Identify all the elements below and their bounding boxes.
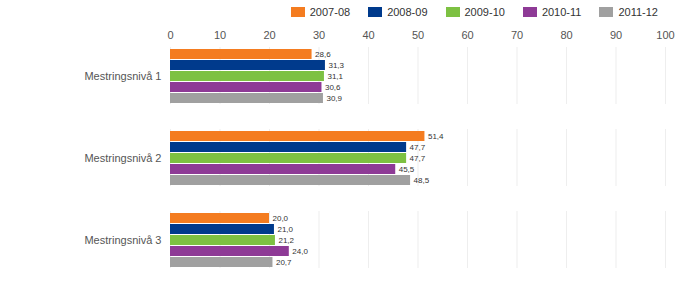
svg-text:90: 90 <box>610 29 622 41</box>
svg-text:Mestringsnivå 3: Mestringsnivå 3 <box>84 234 161 246</box>
svg-text:20,0: 20,0 <box>273 214 289 223</box>
html-text:2007-08: 2007-08 <box>309 6 351 18</box>
svg-text:51,4: 51,4 <box>428 132 444 141</box>
svg-text:45,5: 45,5 <box>399 165 415 174</box>
svg-text:Mestringsnivå 2: Mestringsnivå 2 <box>84 152 161 164</box>
html-text:2010-11: 2010-11 <box>541 6 582 18</box>
svg-text:40: 40 <box>362 29 374 41</box>
svg-text:20: 20 <box>263 29 275 41</box>
svg-text:31,1: 31,1 <box>327 72 343 81</box>
svg-text:0: 0 <box>167 29 173 41</box>
svg-text:21,2: 21,2 <box>278 236 294 245</box>
svg-text:100: 100 <box>656 29 674 41</box>
svg-text:47,7: 47,7 <box>410 154 426 163</box>
svg-text:80: 80 <box>560 29 572 41</box>
svg-text:48,5: 48,5 <box>414 176 430 185</box>
svg-text:47,7: 47,7 <box>410 143 426 152</box>
svg-text:20,7: 20,7 <box>276 258 292 267</box>
svg-text:28,6: 28,6 <box>315 50 331 59</box>
svg-text:70: 70 <box>511 29 523 41</box>
html-text:2011-12: 2011-12 <box>618 6 658 18</box>
svg-text:30: 30 <box>313 29 325 41</box>
html-text:2009-10: 2009-10 <box>464 6 505 18</box>
svg-text:Mestringsnivå 1: Mestringsnivå 1 <box>84 70 161 82</box>
svg-text:24,0: 24,0 <box>292 247 308 256</box>
svg-text:50: 50 <box>412 29 424 41</box>
svg-text:21,0: 21,0 <box>277 225 293 234</box>
html-text:2008-09: 2008-09 <box>387 6 428 18</box>
svg-text:10: 10 <box>214 29 226 41</box>
svg-text:31,3: 31,3 <box>328 61 344 70</box>
svg-text:60: 60 <box>461 29 473 41</box>
svg-text:30,6: 30,6 <box>325 83 341 92</box>
svg-text:30,9: 30,9 <box>326 94 342 103</box>
